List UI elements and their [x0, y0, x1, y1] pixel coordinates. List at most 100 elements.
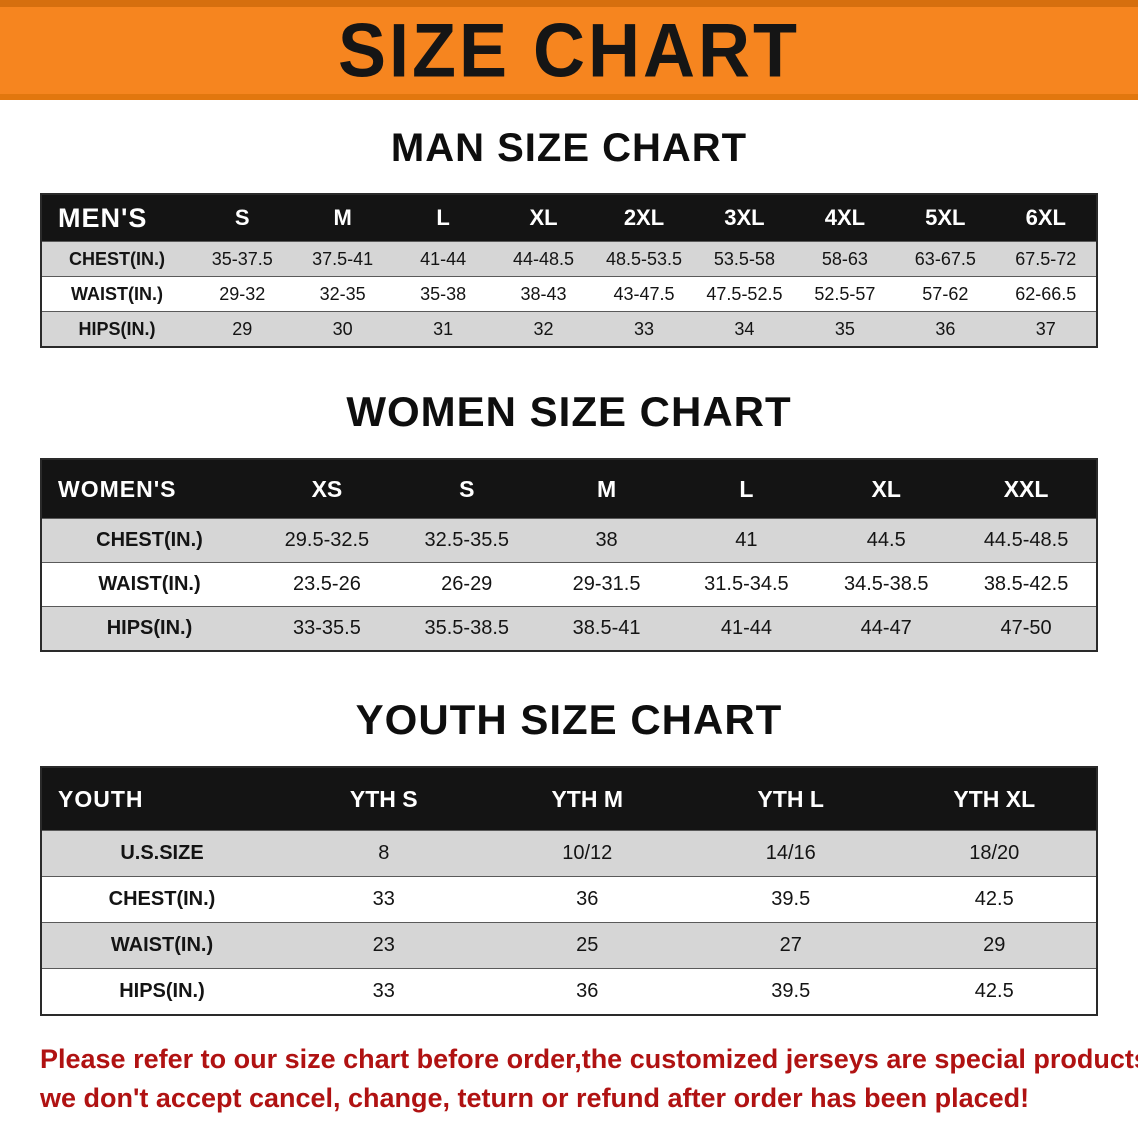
- size-cell: 25: [576, 934, 599, 956]
- youth-table-title: YOUTH: [58, 785, 144, 812]
- page-title: SIZE CHART: [338, 8, 800, 93]
- men-table-header-row: MEN'S S M L XL 2XL 3XL 4XL 5XL 6XL: [42, 195, 1096, 241]
- size-cell: 29-32: [219, 283, 266, 304]
- youth-header-cell: YTH L: [757, 785, 824, 812]
- men-header-cell: 5XL: [925, 205, 966, 230]
- youth-ussize-row: U.S.SIZE 8 10/12 14/16 18/20: [42, 830, 1096, 876]
- youth-waist-row: WAIST(IN.) 23 25 27 29: [42, 922, 1096, 968]
- size-cell: 35-37.5: [211, 248, 273, 269]
- size-cell: 43-47.5: [613, 283, 675, 304]
- size-cell: 23: [372, 934, 395, 956]
- size-cell: 31: [433, 318, 454, 339]
- row-label: HIPS(IN.): [119, 980, 205, 1002]
- size-cell: 39.5: [771, 888, 811, 910]
- women-section-heading: WOMEN SIZE CHART: [346, 388, 792, 435]
- women-header-cell: XL: [871, 475, 901, 502]
- row-label: WAIST(IN.): [110, 934, 214, 956]
- size-cell: 63-67.5: [914, 248, 976, 269]
- size-cell: 32: [533, 318, 554, 339]
- women-table-title: WOMEN'S: [58, 475, 177, 502]
- size-cell: 38.5-41: [572, 617, 641, 639]
- women-header-cell: S: [459, 475, 475, 502]
- women-waist-row: WAIST(IN.) 23.5-26 26-29 29-31.5 31.5-34…: [42, 562, 1096, 606]
- size-cell: 39.5: [771, 980, 811, 1002]
- men-section-heading: MAN SIZE CHART: [390, 126, 748, 170]
- size-cell: 14/16: [765, 842, 816, 864]
- women-hips-row: HIPS(IN.) 33-35.5 35.5-38.5 38.5-41 41-4…: [42, 606, 1096, 650]
- size-cell: 38.5-42.5: [983, 573, 1069, 595]
- row-label: CHEST(IN.): [69, 248, 165, 269]
- size-cell: 41: [735, 529, 758, 551]
- row-label: HIPS(IN.): [78, 318, 156, 339]
- size-cell: 47-50: [1000, 617, 1052, 639]
- size-cell: 47.5-52.5: [706, 283, 783, 304]
- size-cell: 33-35.5: [292, 617, 361, 639]
- size-cell: 18/20: [969, 842, 1020, 864]
- size-cell: 29: [983, 934, 1006, 956]
- row-label: WAIST(IN.): [98, 573, 201, 595]
- size-cell: 34.5-38.5: [843, 573, 929, 595]
- youth-chest-row: CHEST(IN.) 33 36 39.5 42.5: [42, 876, 1096, 922]
- row-label: WAIST(IN.): [71, 283, 163, 304]
- men-hips-row: HIPS(IN.) 29 30 31 32 33 34 35 36 37: [42, 311, 1096, 346]
- size-cell: 44-47: [860, 617, 912, 639]
- size-cell: 37: [1035, 318, 1056, 339]
- women-header-cell: XXL: [1003, 475, 1049, 502]
- size-cell: 23.5-26: [292, 573, 361, 595]
- size-cell: 41-44: [720, 617, 772, 639]
- size-cell: 32-35: [319, 283, 366, 304]
- row-label: U.S.SIZE: [120, 842, 204, 864]
- size-cell: 44-48.5: [513, 248, 575, 269]
- size-cell: 34: [734, 318, 755, 339]
- women-header-cell: M: [596, 475, 617, 502]
- size-cell: 42.5: [974, 888, 1014, 910]
- size-cell: 36: [576, 888, 599, 910]
- size-cell: 62-66.5: [1015, 283, 1077, 304]
- size-cell: 36: [935, 318, 956, 339]
- men-header-cell: S: [234, 205, 250, 230]
- men-header-cell: XL: [529, 205, 558, 230]
- size-cell: 67.5-72: [1015, 248, 1077, 269]
- youth-size-table: YOUTH YTH S YTH M YTH L YTH XL U.S.SIZE …: [40, 766, 1098, 1016]
- men-header-cell: 6XL: [1025, 205, 1066, 230]
- size-cell: 58-63: [821, 248, 868, 269]
- size-cell: 53.5-58: [713, 248, 775, 269]
- size-cell: 44.5-48.5: [983, 529, 1069, 551]
- youth-section-heading: YOUTH SIZE CHART: [355, 696, 783, 743]
- size-cell: 38: [595, 529, 618, 551]
- size-cell: 33: [633, 318, 654, 339]
- youth-header-cell: YTH XL: [953, 785, 1036, 812]
- size-cell: 32.5-35.5: [424, 529, 509, 551]
- men-header-cell: M: [333, 205, 352, 230]
- size-cell: 44.5: [866, 529, 906, 551]
- size-cell: 33: [372, 888, 395, 910]
- women-size-table: WOMEN'S XS S M L XL XXL CHEST(IN.) 29.5-…: [40, 458, 1098, 652]
- banner: SIZE CHART: [0, 0, 1138, 100]
- size-cell: 35: [834, 318, 855, 339]
- size-cell: 42.5: [974, 980, 1014, 1002]
- disclaimer-line-2: we don't accept cancel, change, teturn o…: [40, 1083, 1030, 1114]
- women-chest-row: CHEST(IN.) 29.5-32.5 32.5-35.5 38 41 44.…: [42, 518, 1096, 562]
- youth-header-cell: YTH M: [551, 785, 624, 812]
- size-cell: 52.5-57: [814, 283, 876, 304]
- women-header-cell: L: [739, 475, 754, 502]
- size-cell: 35.5-38.5: [424, 617, 509, 639]
- men-header-cell: 2XL: [623, 205, 665, 230]
- men-chest-row: CHEST(IN.) 35-37.5 37.5-41 41-44 44-48.5…: [42, 241, 1096, 276]
- size-cell: 33: [372, 980, 395, 1002]
- size-cell: 41-44: [420, 248, 467, 269]
- youth-hips-row: HIPS(IN.) 33 36 39.5 42.5: [42, 968, 1096, 1014]
- youth-header-cell: YTH S: [349, 785, 418, 812]
- size-cell: 36: [576, 980, 599, 1002]
- size-cell: 31.5-34.5: [704, 573, 789, 595]
- size-cell: 27: [779, 934, 802, 956]
- men-waist-row: WAIST(IN.) 29-32 32-35 35-38 38-43 43-47…: [42, 276, 1096, 311]
- row-label: CHEST(IN.): [96, 529, 203, 551]
- women-header-cell: XS: [311, 475, 343, 502]
- size-cell: 35-38: [420, 283, 467, 304]
- row-label: HIPS(IN.): [106, 617, 193, 639]
- men-size-table: MEN'S S M L XL 2XL 3XL 4XL 5XL 6XL CHEST…: [40, 193, 1098, 348]
- disclaimer-note: Please refer to our size chart before or…: [40, 1040, 1138, 1118]
- men-header-cell: 4XL: [824, 205, 866, 230]
